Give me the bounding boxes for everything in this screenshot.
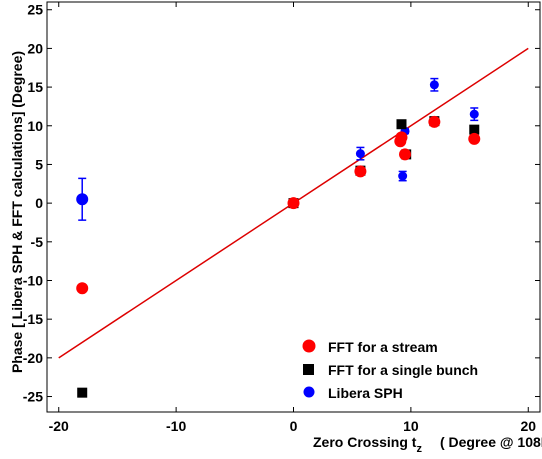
tick-labels: -20 -10 0 10 20 25 20 15 10 5 0 -5 -10 -15 -20 -25 <box>23 2 536 434</box>
libera-sph-point <box>469 109 479 119</box>
plot-area <box>46 1 541 413</box>
x-axis-label-main: Zero Crossing t <box>313 434 417 450</box>
libera-sph-point <box>429 80 439 90</box>
fft-stream-point <box>395 131 408 144</box>
chart-marks <box>58 47 529 398</box>
y-tick-label: 15 <box>27 79 43 95</box>
libera-sph-point <box>76 193 89 206</box>
y-tick-label: 20 <box>27 40 43 56</box>
legend-label-single-bunch: FFT for a single bunch <box>328 362 478 378</box>
y-tick-label: -15 <box>23 311 43 327</box>
legend-marker-single-bunch <box>303 364 314 375</box>
y-tick-label: 10 <box>27 118 43 134</box>
x-tick-label: -20 <box>49 418 69 434</box>
y-axis-label: Phase [ Libera SPH & FFT calculations] (… <box>9 51 25 373</box>
y-tick-label: -25 <box>23 389 43 405</box>
y-tick-label: -10 <box>23 272 43 288</box>
fft-stream-point <box>354 165 367 178</box>
x-axis-label-subscript: z <box>416 443 422 455</box>
y-tick-label: 0 <box>35 195 43 211</box>
libera-sph-point <box>398 171 408 181</box>
x-axis-label-unit: ( Degree @ 108MHz ) <box>440 434 542 450</box>
legend-label-libera: Libera SPH <box>328 385 403 401</box>
fft-single-bunch-point <box>396 119 407 130</box>
libera-sph-point <box>355 149 365 159</box>
fft-stream-point <box>399 148 412 161</box>
fft-stream-point <box>76 282 89 295</box>
x-tick-label: 20 <box>520 418 536 434</box>
fft-stream-point <box>428 115 441 128</box>
legend-marker-stream <box>302 339 316 353</box>
x-axis-label: Zero Crossing tz ( Degree @ 108MHz ) <box>313 434 542 455</box>
y-tick-label: 5 <box>35 156 43 172</box>
fft-single-bunch-point <box>77 387 88 398</box>
legend-marker-libera <box>303 386 315 398</box>
x-tick-label: 10 <box>403 418 419 434</box>
fft-single-bunch-point <box>469 124 480 135</box>
y-tick-label: 25 <box>27 2 43 18</box>
fft-stream-point <box>468 132 481 145</box>
fft-stream-point <box>287 197 300 210</box>
legend-entry-libera: Libera SPH <box>303 385 403 401</box>
x-tick-label: 0 <box>290 418 298 434</box>
y-tick-label: -5 <box>31 234 44 250</box>
legend-label-stream: FFT for a stream <box>328 339 438 355</box>
legend-entry-stream: FFT for a stream <box>302 339 438 355</box>
y-tick-label: -20 <box>23 350 43 366</box>
legend-entry-single-bunch: FFT for a single bunch <box>303 362 478 378</box>
legend: FFT for a stream FFT for a single bunch … <box>302 339 478 401</box>
x-tick-label: -10 <box>166 418 186 434</box>
